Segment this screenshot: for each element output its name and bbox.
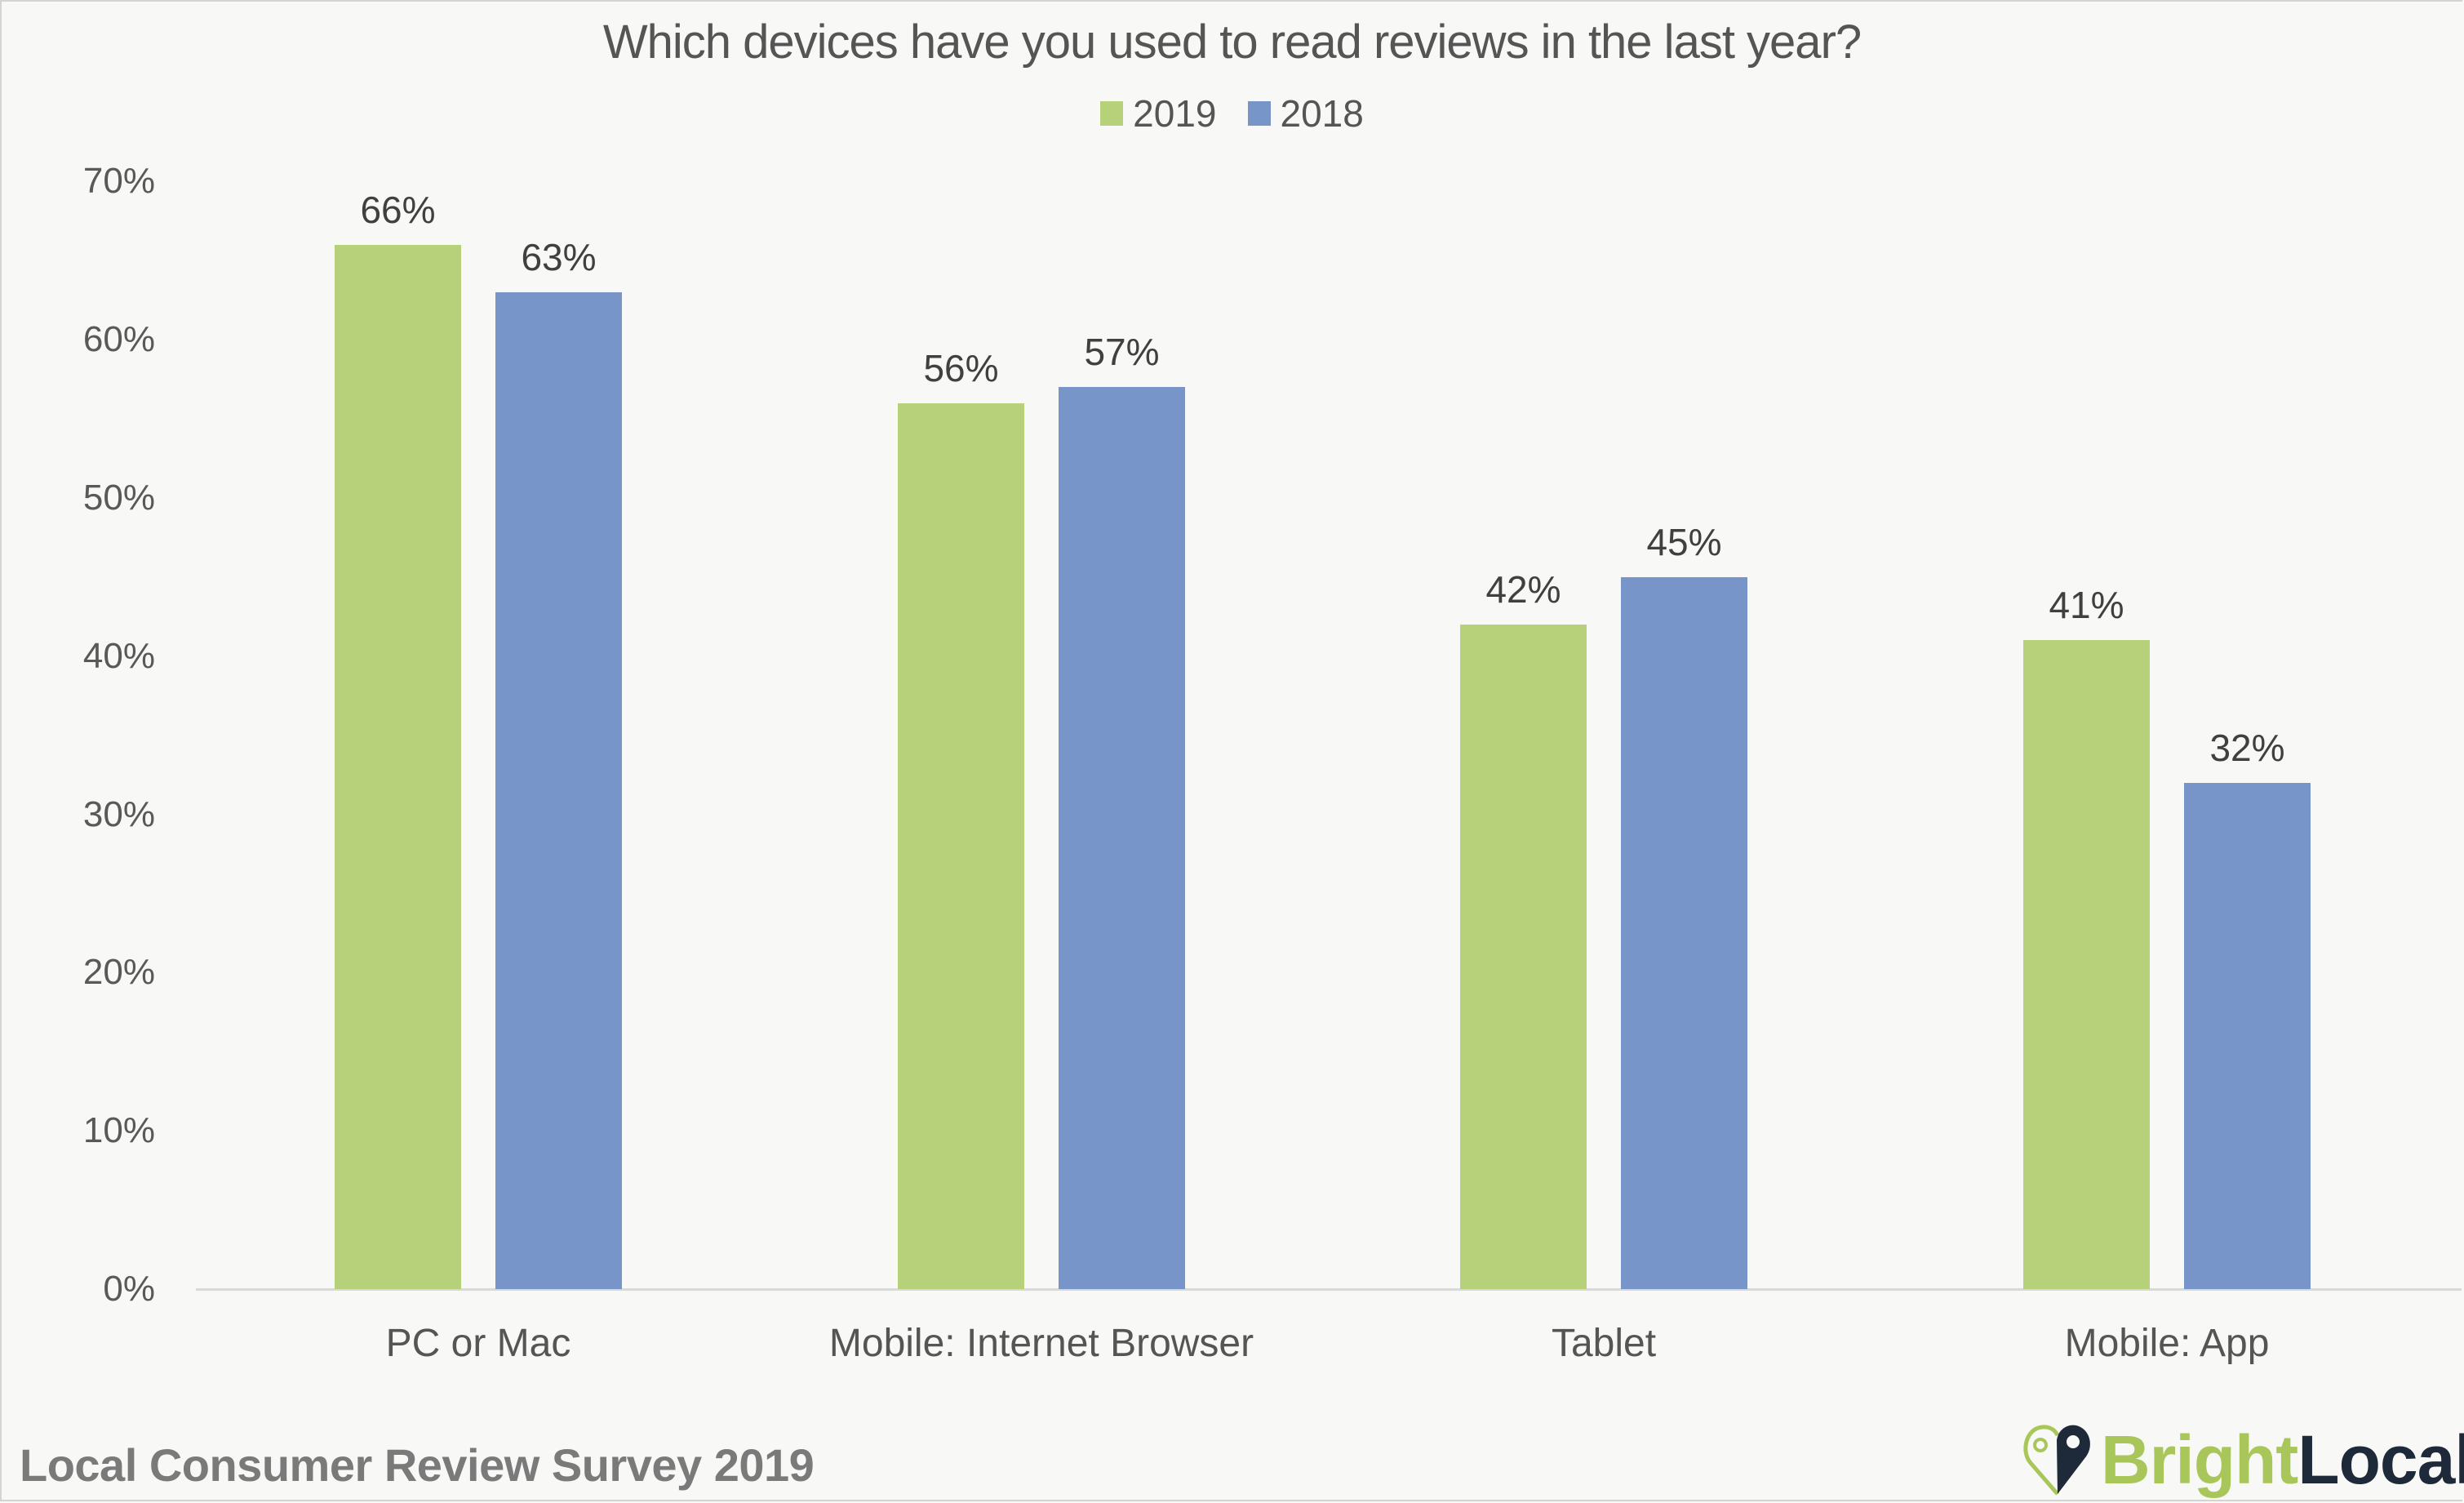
logo-text-local: Local [2298,1421,2464,1498]
x-axis-line [196,1288,2462,1291]
y-tick-label: 20% [82,952,155,993]
y-tick-label: 50% [82,478,155,518]
bar-value-label: 63% [521,236,597,279]
y-tick-label: 30% [82,794,155,834]
y-tick-label: 10% [82,1110,155,1151]
legend-swatch-2019 [1100,101,1124,126]
y-tick-label: 60% [82,319,155,360]
bar-2018 [1059,387,1185,1289]
bar-value-label: 45% [1646,520,1722,563]
bar-2018 [1621,576,1747,1289]
bar-value-label: 32% [2209,726,2285,769]
bar-2019 [2023,640,2150,1289]
x-category-label: Mobile: App [2064,1322,2270,1365]
legend: 2019 2018 [0,91,2464,136]
legend-label-2019: 2019 [1133,92,1217,135]
bar-value-label: 57% [1084,331,1160,374]
bar-2018 [2184,782,2311,1289]
y-tick-label: 0% [103,1269,155,1309]
x-category-label: Tablet [1551,1322,1657,1365]
map-pin-heart-icon [2023,1425,2090,1496]
bar-2019 [335,244,461,1289]
bar-2018 [495,292,622,1289]
y-tick-label: 70% [82,161,155,202]
y-tick-label: 40% [82,635,155,676]
bar-2019 [898,402,1024,1289]
logo-text-bright: Bright [2101,1421,2298,1498]
x-category-label: PC or Mac [385,1322,571,1365]
legend-swatch-2018 [1247,101,1271,126]
x-category-label: Mobile: Internet Browser [828,1322,1254,1365]
chart-title: Which devices have you used to read revi… [602,16,1862,69]
logo-text: BrightLocal [2101,1425,2464,1494]
bar-value-label: 42% [1485,568,1561,611]
legend-item-2018: 2018 [1247,91,1364,136]
bar-value-label: 66% [360,188,436,231]
source-footer: Local Consumer Review Survey 2019 [20,1439,815,1491]
legend-label-2018: 2018 [1280,92,1364,135]
bar-value-label: 56% [923,346,999,389]
bar-value-label: 41% [2049,584,2124,627]
brightlocal-logo: BrightLocal [2022,1422,2464,1497]
legend-item-2019: 2019 [1100,91,1217,136]
bar-2019 [1460,625,1587,1289]
